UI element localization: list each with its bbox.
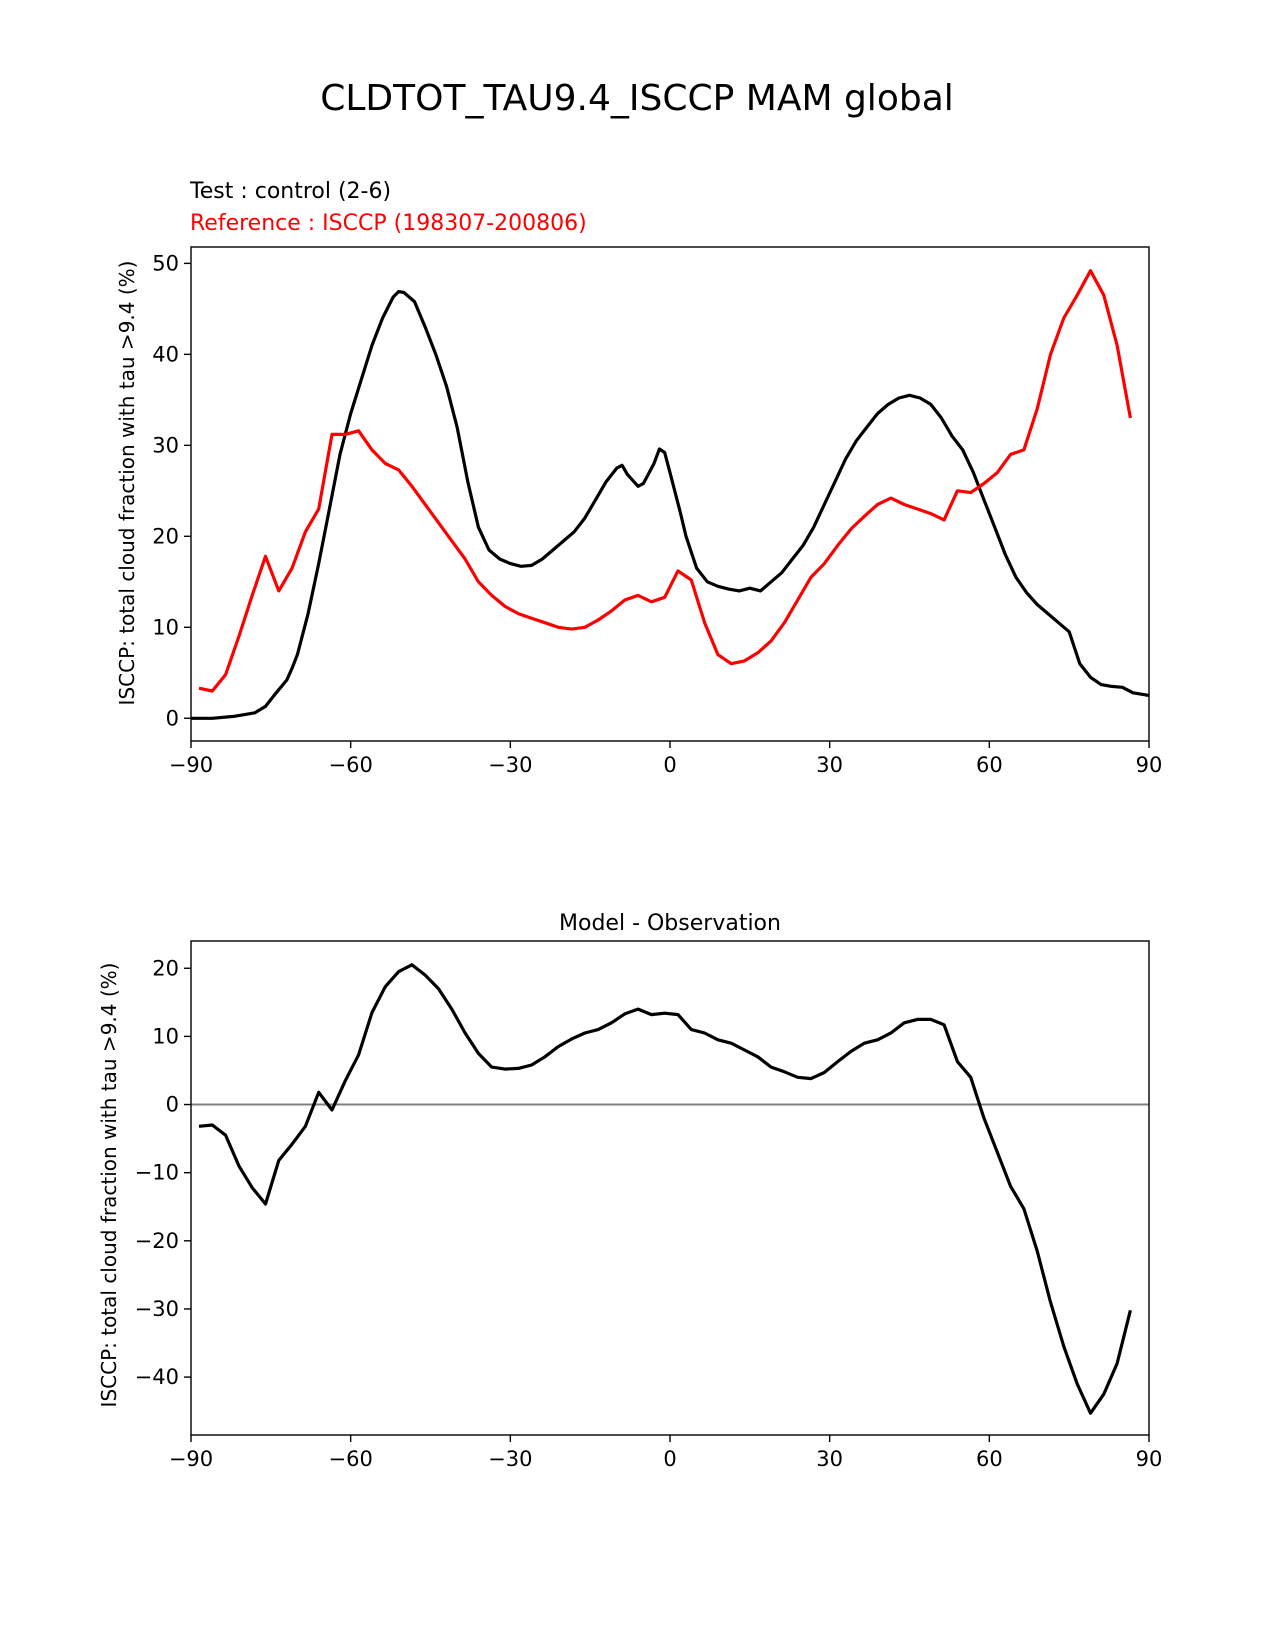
top-ytick-label: 30	[152, 433, 179, 457]
bottom-ytick-label: −10	[135, 1161, 179, 1185]
top-plot-frame	[190, 246, 1150, 742]
bottom-xtick-label: −60	[329, 1447, 373, 1471]
bottom-ytick-label: −40	[135, 1365, 179, 1389]
top-panel: Test : control (2-6) Reference : ISCCP (…	[115, 179, 1162, 777]
top-series-group	[191, 269, 1150, 720]
top-xtick-label: 0	[663, 753, 676, 777]
bottom-ytick-label: 10	[152, 1024, 179, 1048]
top-xtick-label: −60	[329, 753, 373, 777]
bottom-xtick-label: −30	[488, 1447, 532, 1471]
bottom-panel: Model - Observation ISCCP: total cloud f…	[97, 911, 1162, 1471]
top-axis-ticks: −90 −60 −30 0 30 60 90 0 10 20 30 40 50	[152, 251, 1162, 777]
bottom-ytick-label: −30	[135, 1297, 179, 1321]
bottom-title: Model - Observation	[559, 911, 781, 936]
bottom-xtick-label: 90	[1136, 1447, 1163, 1471]
top-ylabel: ISCCP: total cloud fraction with tau >9.…	[115, 261, 139, 706]
test-label: Test : control (2-6)	[189, 179, 391, 204]
bottom-ytick-label: 0	[166, 1093, 179, 1117]
bottom-ylabel: ISCCP: total cloud fraction with tau >9.…	[97, 963, 121, 1408]
bottom-xtick-label: −90	[169, 1447, 213, 1471]
bottom-series-line-test	[198, 963, 1132, 1415]
top-xtick-label: −90	[169, 753, 213, 777]
top-ytick-label: 40	[152, 342, 179, 366]
top-series-line-reference	[198, 269, 1132, 693]
bottom-plot-frame	[190, 940, 1150, 1436]
top-xtick-label: 90	[1136, 753, 1163, 777]
bottom-series-group	[198, 963, 1132, 1415]
bottom-xtick-label: 60	[976, 1447, 1003, 1471]
bottom-ytick-label: 20	[152, 956, 179, 980]
top-xtick-label: −30	[488, 753, 532, 777]
bottom-xtick-label: 30	[816, 1447, 843, 1471]
bottom-ytick-label: −20	[135, 1229, 179, 1253]
top-xtick-label: 30	[816, 753, 843, 777]
figure-title: CLDTOT_TAU9.4_ISCCP MAM global	[320, 78, 954, 119]
top-ytick-label: 0	[166, 706, 179, 730]
top-ytick-label: 20	[152, 524, 179, 548]
top-series-line-test	[191, 290, 1150, 720]
bottom-axis-ticks: −90 −60 −30 0 30 60 90 −40 −30 −20 −10 0 10 20	[135, 956, 1163, 1471]
reference-label: Reference : ISCCP (198307-200806)	[190, 211, 587, 236]
top-ytick-label: 10	[152, 615, 179, 639]
top-xtick-label: 60	[976, 753, 1003, 777]
top-ytick-label: 50	[152, 251, 179, 275]
bottom-xtick-label: 0	[663, 1447, 676, 1471]
